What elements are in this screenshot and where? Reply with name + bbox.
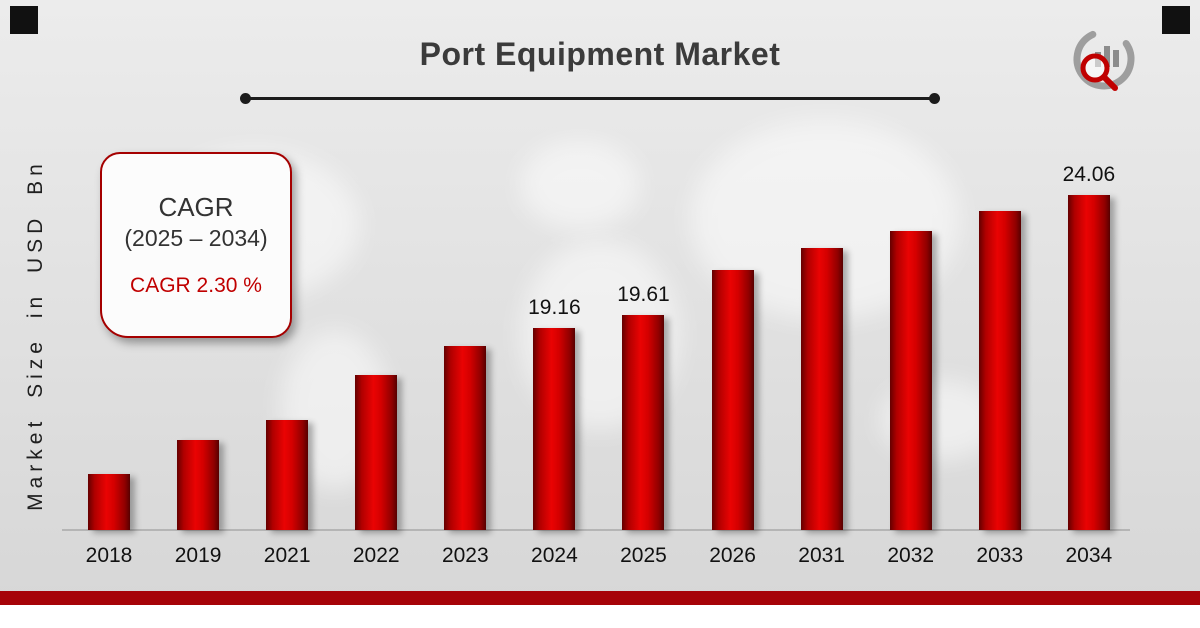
corner-accent-right [1162,6,1190,34]
bar-slot-2033: 2033 [957,163,1043,567]
x-tick-2018: 2018 [85,544,133,567]
x-tick-2019: 2019 [174,544,222,567]
bar-2025 [622,315,665,530]
y-axis-label: Market Size in USD Bn [24,159,47,511]
bar-value-label-2034: 24.06 [1062,163,1116,186]
bar-2033 [978,211,1021,530]
map-blob-europe [520,140,640,230]
bar-2026 [711,270,754,530]
bar-2021 [266,420,309,530]
title-underline [240,93,940,104]
bottom-white-band [0,605,1200,628]
bar-slot-2034: 24.06 2034 [1046,163,1132,567]
cagr-callout-box: CAGR (2025 – 2034) CAGR 2.30 % [100,152,292,338]
bar-slot-2018: 2018 [66,163,152,567]
cagr-value: CAGR 2.30 % [130,274,262,297]
bar-2024 [533,328,576,530]
bar-chart: 2018 2019 2021 2022 2023 19.16 2024 19.61 2025 20… [66,163,1132,567]
bar-2034 [1067,194,1110,530]
bar-slot-2023: 2023 [422,163,508,567]
bar-slot-2022: 2022 [333,163,419,567]
x-tick-2023: 2023 [441,544,489,567]
bar-2023 [444,346,487,530]
bar-slot-2032: 2032 [868,163,954,567]
bar-slot-2021: 2021 [244,163,330,567]
bar-slot-2025: 19.61 2025 [600,163,686,567]
x-tick-2024: 2024 [531,544,578,567]
bar-slot-2019: 2019 [155,163,241,567]
x-tick-2031: 2031 [798,544,845,567]
x-tick-2025: 2025 [620,544,667,567]
bar-value-label-2024: 19.16 [528,296,581,319]
bar-2019 [177,440,220,530]
bar-slot-2031: 2031 [779,163,865,567]
x-tick-2026: 2026 [709,544,756,567]
x-tick-2034: 2034 [1065,544,1113,567]
bar-2032 [889,231,932,530]
bottom-red-band [0,591,1200,605]
bar-2018 [88,474,130,530]
x-tick-2032: 2032 [887,544,935,567]
x-tick-2021: 2021 [263,544,311,567]
bar-slot-2024: 19.16 2024 [511,163,597,567]
x-tick-2022: 2022 [352,544,400,567]
market-research-logo [1064,22,1144,107]
bar-2022 [355,375,398,530]
logo-graphic [1073,28,1135,91]
cagr-range: (2025 – 2034) [124,225,268,251]
x-tick-2033: 2033 [976,544,1024,567]
bar-slot-2026: 2026 [690,163,776,567]
page-title: Port Equipment Market [419,36,781,72]
cagr-title: CAGR [158,192,234,222]
bar-2031 [800,248,843,530]
bar-value-label-2025: 19.61 [617,283,670,306]
x-axis-line [62,529,1130,531]
corner-accent-left [10,6,38,34]
